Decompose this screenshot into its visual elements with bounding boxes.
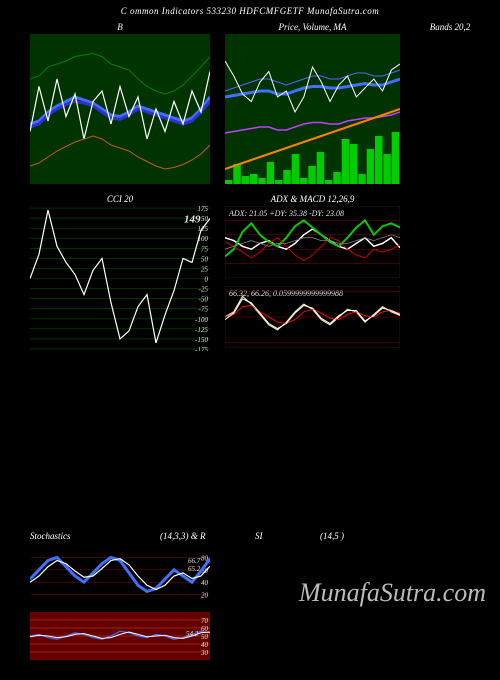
panel-cci-title: CCI 20 [30, 194, 210, 204]
svg-text:20: 20 [201, 592, 209, 600]
svg-text:-125: -125 [195, 326, 208, 334]
svg-text:40: 40 [201, 579, 209, 587]
panel-price: Price, Volume, MA [225, 34, 400, 184]
svg-text:50: 50 [201, 255, 209, 263]
svg-text:-75: -75 [199, 306, 209, 314]
svg-text:75: 75 [201, 245, 209, 253]
svg-text:40: 40 [201, 641, 209, 649]
panel-price-title: Price, Volume, MA [225, 22, 400, 32]
svg-text:-25: -25 [199, 286, 209, 294]
panel-stochastics: 8060402066.765.2 [30, 545, 210, 607]
stoch-title-si: SI [255, 531, 263, 541]
svg-text:149: 149 [184, 213, 201, 225]
panel-macd: 66.32, 66.26, 0.0599999999999988 [225, 286, 400, 348]
panel-b-title: B [30, 22, 210, 32]
panel-rsi: 706050403054.2 [30, 612, 210, 660]
svg-text:66.32, 66.26, 0.059999999999: 66.32, 66.26, 0.0599999999999988 [229, 289, 343, 298]
panel-adx: ADX: 21.05 +DY: 35.38 -DY: 23.08ADX & MA… [225, 206, 400, 278]
svg-text:0: 0 [205, 276, 209, 284]
stoch-title-mid: (14,3,3) & R [160, 531, 206, 541]
svg-text:65.2: 65.2 [188, 565, 201, 573]
svg-text:-150: -150 [195, 336, 208, 344]
svg-text:25: 25 [201, 265, 209, 273]
svg-text:175: 175 [198, 206, 209, 213]
svg-text:125: 125 [198, 225, 209, 233]
svg-text:70: 70 [201, 617, 209, 625]
svg-text:50: 50 [201, 633, 209, 641]
svg-text:ADX: 21.05 +DY: 35.38 -DY: 2: ADX: 21.05 +DY: 35.38 -DY: 23.08 [228, 209, 344, 218]
chart-grid: BPrice, Volume, MABands 20,2175150125100… [0, 0, 500, 680]
svg-text:-175: -175 [195, 346, 208, 351]
panel-bands-title: Bands 20,2 [410, 22, 490, 32]
svg-text:66.7: 66.7 [188, 557, 201, 565]
panel-cci: 1751501251007550250-25-50-75-100-125-150… [30, 206, 210, 351]
svg-text:-100: -100 [195, 316, 208, 324]
stoch-title-right: (14,5 ) [320, 531, 344, 541]
svg-text:54.2: 54.2 [186, 630, 199, 638]
svg-text:-50: -50 [199, 296, 209, 304]
stoch-title-left: Stochastics [30, 531, 71, 541]
panel-bands: Bands 20,2 [410, 34, 490, 46]
svg-text:30: 30 [200, 649, 209, 657]
panel-b: B [30, 34, 210, 184]
panel-adx-title: ADX & MACD 12,26,9 [225, 194, 400, 204]
